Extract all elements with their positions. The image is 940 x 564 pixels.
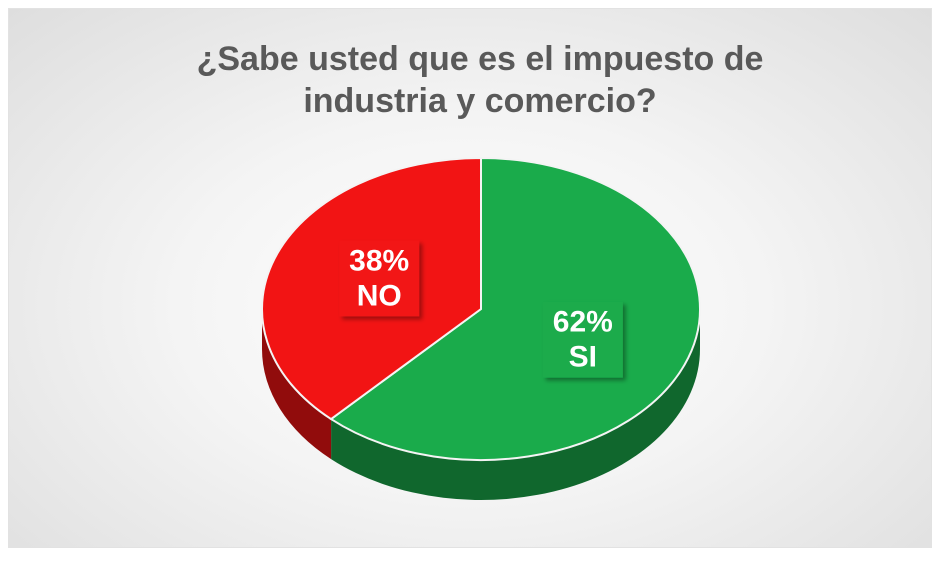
data-label-value: 62% bbox=[553, 305, 613, 338]
chart-title: ¿Sabe usted que es el impuesto de indust… bbox=[196, 40, 764, 120]
data-label-category: SI bbox=[569, 340, 597, 373]
data-label-box bbox=[339, 240, 420, 317]
pie-side bbox=[262, 309, 332, 460]
pie-slice bbox=[329, 156, 701, 461]
pie-side bbox=[331, 309, 700, 500]
data-label-value: 38% bbox=[349, 244, 409, 277]
data-label-box bbox=[542, 301, 623, 378]
data-label-category: NO bbox=[357, 279, 402, 312]
